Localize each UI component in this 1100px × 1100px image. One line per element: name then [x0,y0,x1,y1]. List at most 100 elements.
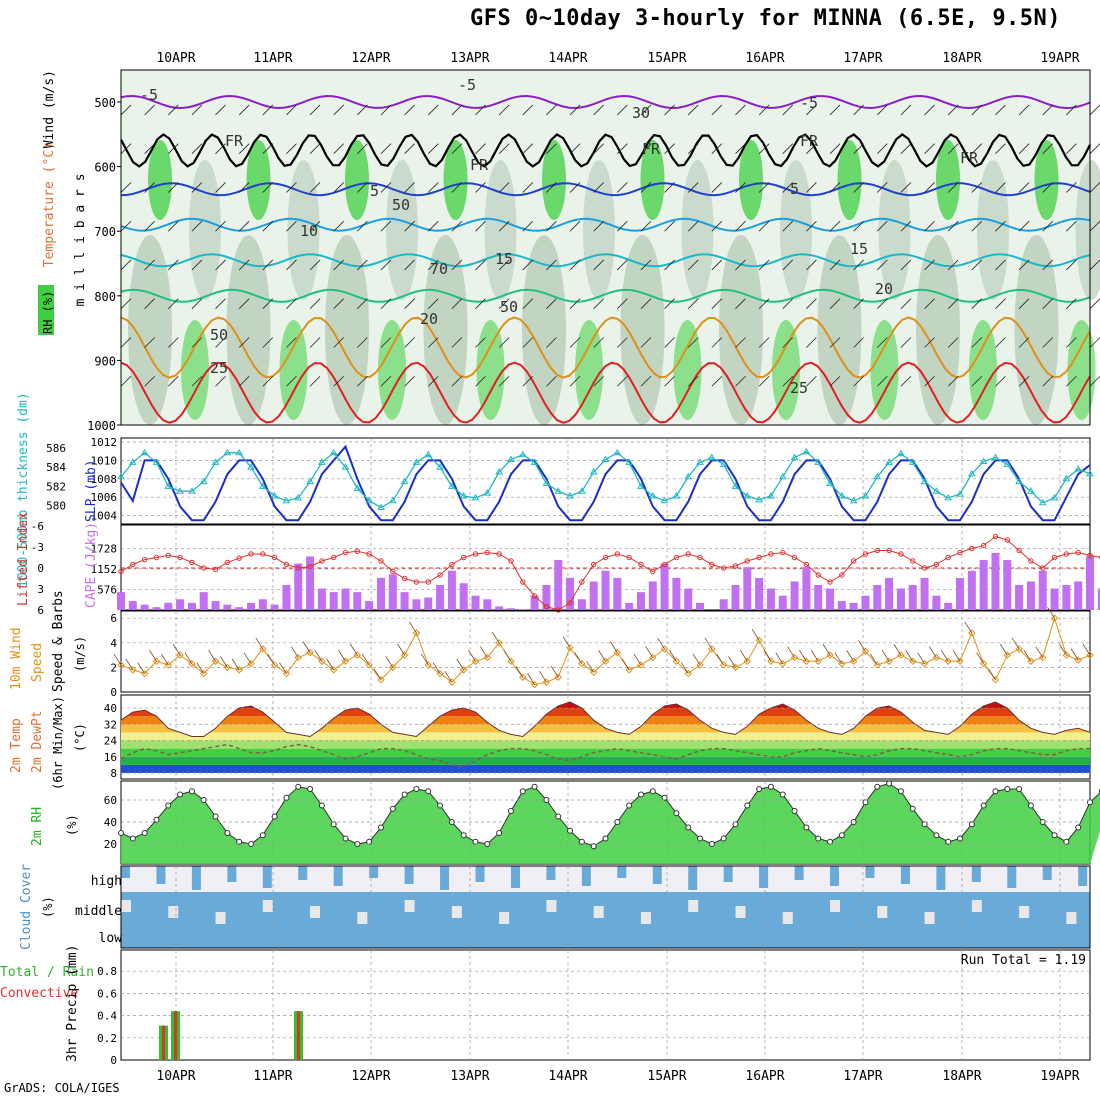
wind-barb [829,143,841,154]
pressure-axis-label: m i l l i b a r s [73,173,88,306]
wind-barb [621,658,630,671]
wind-barb [806,143,817,154]
wind-barb [971,337,983,348]
wind-barb [380,104,392,116]
wind-barb [1023,650,1032,662]
wind-barb [995,375,1006,387]
wind-barb [924,220,935,232]
li-point [673,554,680,561]
rh-moist-blob [1067,320,1096,420]
rh-moist-blob [542,140,566,220]
contour-label: -5 [458,76,476,94]
wind-barb [645,646,654,658]
li-point [484,549,491,556]
bottom-date-label: 18APR [942,1069,981,1084]
wind-barb [144,182,155,193]
thickness-point [1027,487,1035,494]
wind-barb [711,337,723,348]
cape-bar [660,563,669,610]
mid-cloud-gap [1019,906,1030,918]
thickness-point [1015,477,1023,485]
wind-barb [1089,259,1100,271]
cape-bar [1050,588,1059,610]
rh-band-blob [128,235,172,425]
wind-barb [333,375,344,387]
wind-barb [775,652,784,664]
wind-barb [191,220,203,232]
wind-barb [617,375,628,387]
precip-conv-bar [174,1011,177,1060]
wind-speed-point [1074,656,1082,664]
rh-point [767,783,774,790]
wind-barb [1042,104,1054,116]
wind-barb [451,182,463,193]
wind-speed-point [188,660,196,668]
wind-barb [853,143,864,154]
rh-point [153,816,160,823]
contour-label: 50 [392,196,410,214]
wind-barb [947,375,959,387]
rh-moist-blob [148,140,172,220]
thickness-point [447,482,456,489]
temp-contour-15 [120,253,1091,268]
li-point [165,552,171,559]
wind-barb [900,182,912,193]
cape-bar [766,588,775,610]
wind-speed-point [400,651,409,659]
wind-barb [522,375,534,387]
rh-moist-blob [345,140,369,220]
rh-point [295,783,302,790]
li-point [768,551,774,557]
cape-bar [589,581,598,610]
thickness-point [897,449,905,457]
rh-tick-label: 60 [104,794,117,807]
thickness-point [707,453,716,461]
wind-barb [475,182,486,193]
wind-barb [215,375,226,387]
cape-axis-label: CAPE (J/kg) [84,522,99,608]
wind-speed-point [684,669,692,678]
wind-barb [286,220,297,232]
cape-bar [199,592,208,610]
rh-moist-blob [575,320,603,420]
wind-barb [309,104,321,116]
wind-barb [782,182,794,193]
cape-bar [388,574,397,610]
rh-point [862,799,869,806]
wind-frame [120,610,1091,693]
top-date-label: 17APR [843,51,882,66]
li-point [118,568,124,575]
wind-barb [1066,104,1077,116]
wind-barb [167,337,179,348]
contour-label: 20 [875,280,893,298]
high-cloud-cell [1007,866,1017,888]
wind-speed-point [790,653,799,662]
rh-point [118,830,124,836]
wind-barb [427,104,439,116]
wind-speed-point [1027,657,1035,665]
li-point [307,563,313,570]
high-cloud-cell [759,866,769,888]
mid-cloud-gap [262,900,273,912]
high-cloud-cell [227,866,237,882]
wind-barb [427,337,439,348]
thickness-point [235,448,244,456]
wind-barb [522,337,534,348]
wind-barb [569,375,581,387]
rh-point [626,802,633,809]
wind-barb [829,259,841,271]
wind-barb [829,298,841,310]
thickness-point [790,453,799,461]
li-point [697,554,703,561]
rh-unit-label: (%) [65,814,79,836]
cape-bar [246,602,255,610]
wind-barb [877,337,888,348]
temp-contour-10 [120,217,1091,232]
pressure-tick-label: 600 [94,161,116,175]
temp-color-band [121,732,1090,741]
wind-barb [1066,337,1077,348]
wind-barb [947,182,959,193]
wind-barb [172,643,181,656]
li-point [992,533,999,540]
mid-cloud-gap [451,906,462,918]
